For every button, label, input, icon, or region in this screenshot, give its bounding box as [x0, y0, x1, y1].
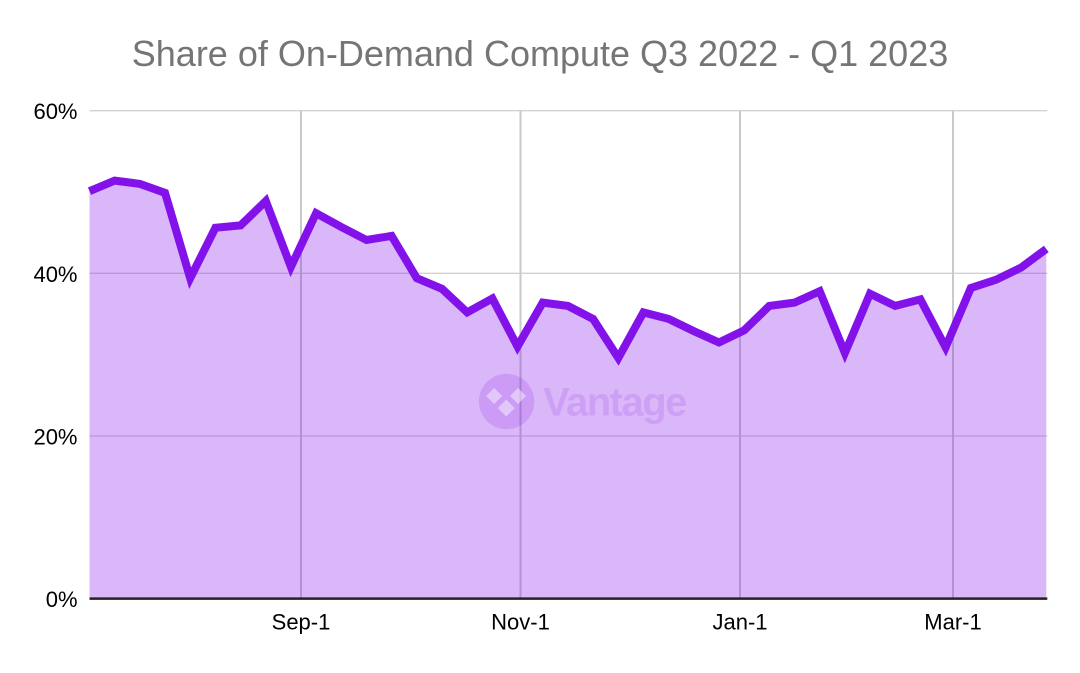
svg-text:Share of On-Demand Compute Q3: Share of On-Demand Compute Q3 2022 - Q1 …: [132, 33, 948, 74]
svg-text:40%: 40%: [33, 262, 77, 287]
svg-text:20%: 20%: [33, 425, 77, 450]
svg-text:Vantage: Vantage: [543, 381, 686, 425]
svg-text:60%: 60%: [33, 99, 77, 124]
svg-text:Mar-1: Mar-1: [924, 610, 981, 635]
svg-text:0%: 0%: [46, 587, 78, 612]
svg-text:Nov-1: Nov-1: [491, 610, 550, 635]
svg-text:Sep-1: Sep-1: [272, 610, 331, 635]
svg-text:Jan-1: Jan-1: [712, 610, 767, 635]
